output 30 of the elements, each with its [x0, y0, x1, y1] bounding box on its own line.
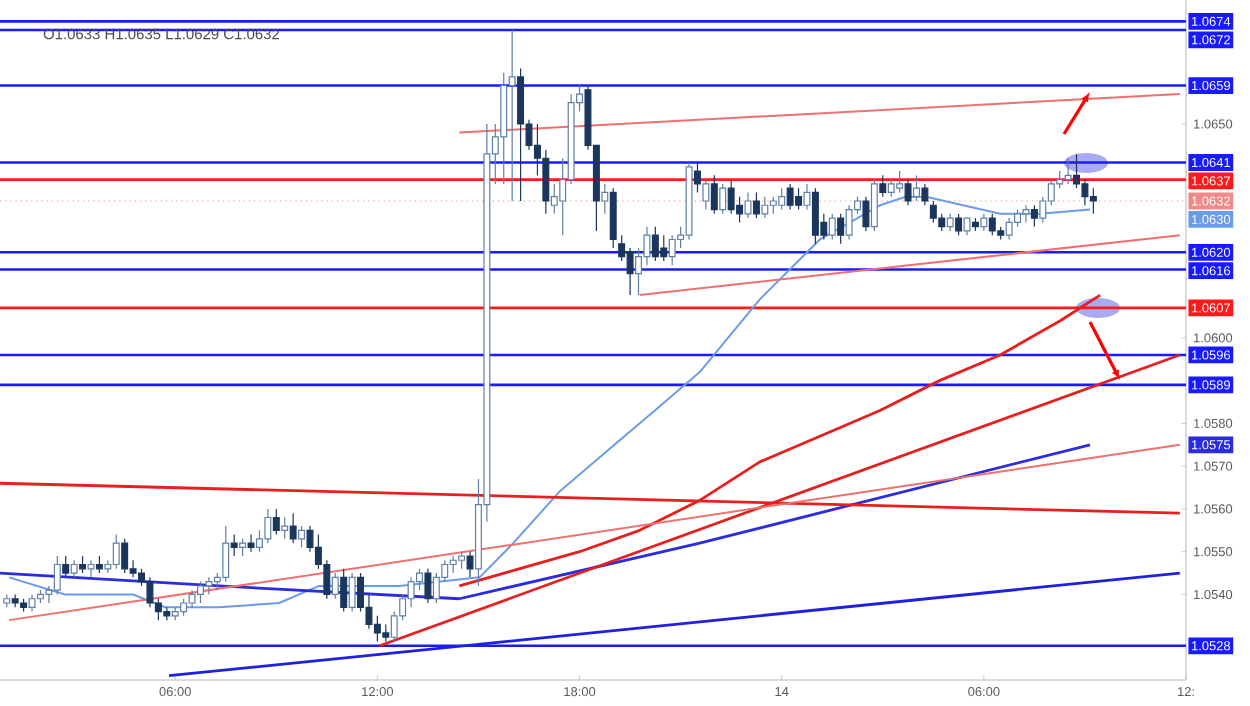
candlestick — [1005, 217, 1013, 241]
candlestick — [424, 568, 432, 604]
candlestick — [146, 576, 154, 608]
candlestick — [348, 572, 356, 613]
candlestick — [1022, 204, 1030, 223]
candlestick — [1081, 179, 1089, 206]
candlestick — [845, 204, 853, 241]
candlestick — [744, 191, 752, 219]
candlestick — [904, 179, 912, 206]
candlestick — [508, 29, 516, 202]
candlestick — [643, 226, 651, 266]
candlestick — [803, 183, 811, 211]
candlestick — [188, 589, 196, 608]
candlestick — [862, 196, 870, 232]
candlestick — [264, 508, 272, 544]
candlestick — [1064, 157, 1072, 185]
candlestick — [466, 551, 474, 578]
candlestick — [980, 213, 988, 232]
candlestick — [70, 559, 78, 578]
candlestick — [685, 161, 693, 241]
candlestick — [87, 559, 95, 578]
candlestick — [205, 576, 213, 596]
candlestick — [702, 179, 710, 211]
candlestick — [626, 247, 634, 296]
candlestick — [28, 593, 36, 613]
candlestick — [921, 183, 929, 206]
candlestick — [786, 183, 794, 211]
candlestick — [247, 533, 255, 553]
candlestick — [289, 512, 297, 544]
candlestick — [761, 196, 769, 219]
